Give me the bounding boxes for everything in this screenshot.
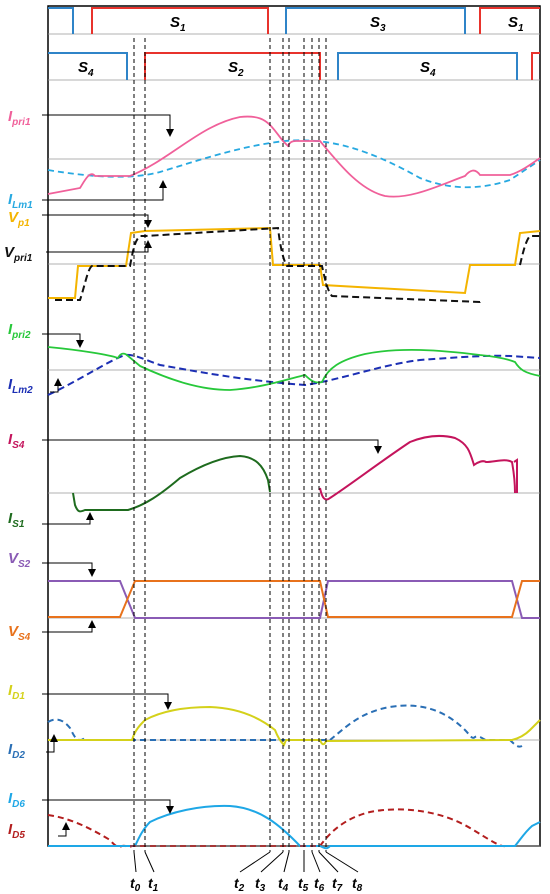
label-id1: ID1 bbox=[8, 682, 172, 710]
waveform-vs4 bbox=[48, 580, 540, 618]
gate-s1-pulse-right bbox=[479, 7, 540, 34]
time-label-t3: t3 bbox=[255, 875, 266, 894]
time-label-t5: t5 bbox=[298, 875, 309, 894]
svg-text:Vp1: Vp1 bbox=[8, 209, 30, 229]
label-is4: IS4 bbox=[8, 431, 382, 454]
gate-s1-pulse bbox=[91, 7, 269, 34]
waveform-ipri2 bbox=[47, 346, 541, 391]
gate-s3-pulse bbox=[285, 7, 466, 34]
time-leader-t0 bbox=[133, 851, 137, 873]
waveform-ilm1 bbox=[47, 139, 541, 189]
waveform-is1 bbox=[72, 454, 271, 513]
svg-text:ILm1: ILm1 bbox=[8, 191, 33, 211]
axis-baselines bbox=[48, 158, 540, 847]
gate-s4-pulse-left bbox=[48, 52, 128, 80]
time-label-t4: t4 bbox=[278, 875, 289, 894]
waveform-vp1 bbox=[48, 226, 541, 299]
label-vp1: Vp1 bbox=[8, 209, 152, 229]
label-vpri1: Vpri1 bbox=[4, 240, 152, 264]
svg-text:Ipri1: Ipri1 bbox=[8, 108, 31, 128]
label-id2: ID2 bbox=[8, 734, 58, 761]
label-id5: ID5 bbox=[8, 821, 70, 841]
gate-signals-second-row: S4 S2 S4 bbox=[48, 52, 540, 81]
gate-label-s1: S1 bbox=[170, 14, 186, 34]
time-labels: t0 t1 t2 t3 t4 t5 t6 t7 t8 bbox=[130, 875, 363, 894]
label-vs4: VS4 bbox=[8, 620, 96, 643]
svg-text:Ipri2: Ipri2 bbox=[8, 321, 31, 341]
gate-label-s2: S2 bbox=[228, 59, 244, 79]
svg-text:ID5: ID5 bbox=[8, 821, 25, 841]
time-leader-t1 bbox=[144, 851, 155, 873]
time-leader-t6 bbox=[311, 851, 321, 873]
gate-label-s4-right: S4 bbox=[420, 59, 436, 79]
svg-text:VS4: VS4 bbox=[8, 623, 31, 643]
time-marker-lines bbox=[133, 38, 327, 852]
label-ipri2: Ipri2 bbox=[8, 321, 84, 348]
waveform-id5 bbox=[47, 808, 506, 848]
time-leader-t7 bbox=[318, 851, 339, 873]
svg-text:IS4: IS4 bbox=[8, 431, 25, 451]
waveform-id6 bbox=[48, 804, 541, 850]
gate-label-s4: S4 bbox=[78, 59, 94, 79]
label-is1: IS1 bbox=[8, 510, 94, 530]
svg-text:IS1: IS1 bbox=[8, 510, 25, 530]
time-label-t1: t1 bbox=[148, 875, 159, 894]
label-id6: ID6 bbox=[8, 790, 174, 814]
svg-text:Vpri1: Vpri1 bbox=[4, 244, 33, 264]
waveform-vpri1 bbox=[55, 226, 540, 304]
time-label-t6: t6 bbox=[314, 875, 325, 894]
time-label-t7: t7 bbox=[332, 875, 343, 894]
time-label-leaders bbox=[133, 851, 359, 873]
time-leader-t4 bbox=[283, 851, 290, 873]
label-vs2: VS2 bbox=[8, 550, 96, 577]
gate-s2-pulse-right bbox=[531, 52, 540, 80]
svg-text:ID1: ID1 bbox=[8, 682, 25, 702]
time-label-t8: t8 bbox=[352, 875, 363, 894]
time-leader-t2 bbox=[239, 851, 271, 873]
waveform-id1 bbox=[48, 705, 541, 747]
svg-text:ID6: ID6 bbox=[8, 790, 25, 810]
gate-s3-pulse-left bbox=[48, 7, 74, 34]
gate-label-s1-right: S1 bbox=[508, 14, 524, 34]
gate-s4-pulse bbox=[337, 52, 518, 80]
label-ilm1: ILm1 bbox=[8, 180, 167, 211]
label-ipri1: Ipri1 bbox=[8, 108, 174, 137]
gate-signals-top-row: S1 S3 S1 bbox=[48, 7, 540, 35]
time-leader-t8 bbox=[325, 851, 359, 873]
diagram-frame bbox=[47, 5, 541, 847]
label-ilm2: ILm2 bbox=[8, 376, 62, 396]
time-leader-t3 bbox=[260, 851, 284, 873]
svg-text:ILm2: ILm2 bbox=[8, 376, 33, 396]
time-label-t0: t0 bbox=[130, 875, 141, 894]
waveform-ilm2 bbox=[47, 353, 541, 396]
time-label-t2: t2 bbox=[234, 875, 245, 894]
waveform-is4 bbox=[319, 434, 518, 501]
svg-text:VS2: VS2 bbox=[8, 550, 31, 570]
gate-label-s3: S3 bbox=[370, 14, 386, 34]
waveform-ipri1 bbox=[47, 115, 541, 198]
svg-text:ID2: ID2 bbox=[8, 741, 25, 761]
